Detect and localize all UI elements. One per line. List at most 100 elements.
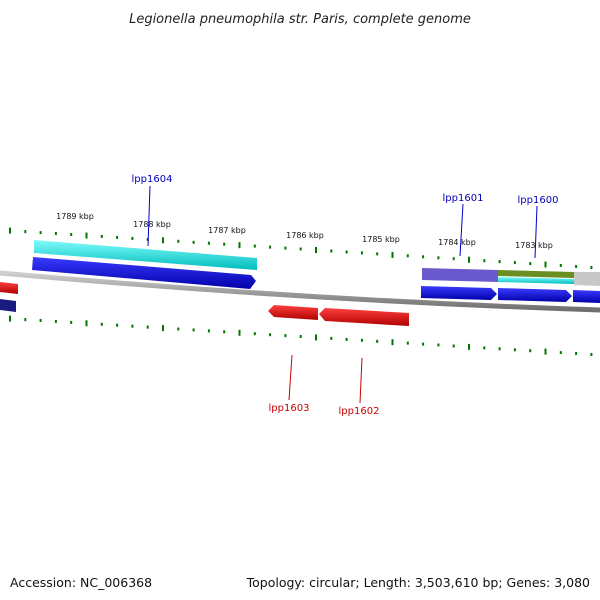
lower-tick: [575, 352, 578, 355]
upper-tick: [146, 237, 149, 241]
upper-tick: [253, 244, 256, 248]
gene-lpp1603[interactable]: [268, 305, 318, 320]
upper-tick: [437, 256, 440, 260]
upper-tick: [468, 256, 470, 263]
topology-text: Topology: circular; Length: 3,503,610 bp…: [246, 575, 590, 590]
gene-lpp1604[interactable]: [32, 257, 256, 289]
lower-tick: [544, 348, 547, 355]
lower-tick: [360, 338, 363, 342]
lower-tick: [162, 325, 164, 332]
upper-tick: [345, 250, 348, 254]
lower-tick-row: [9, 315, 593, 356]
lower-tick: [207, 329, 210, 333]
upper-tick: [406, 254, 409, 258]
lower-tick: [391, 339, 394, 346]
lower-tick: [299, 335, 302, 338]
lower-tick: [177, 327, 180, 331]
upper-tick: [9, 227, 11, 234]
lower-tick: [559, 351, 562, 355]
lower-tick: [85, 320, 88, 327]
lower-tick: [9, 315, 11, 322]
gene-lpp1602[interactable]: [319, 308, 409, 326]
upper-tick: [299, 247, 302, 251]
lower-tick: [376, 339, 379, 343]
gene-lpp1600[interactable]: [498, 288, 572, 302]
upper-tick: [223, 242, 226, 246]
label-lpp1601[interactable]: lpp1601: [443, 193, 484, 204]
upper-tick: [452, 257, 455, 261]
lower-tick: [345, 337, 348, 341]
label-lpp1600[interactable]: lpp1600: [518, 195, 559, 206]
upper-tick: [100, 234, 103, 238]
kbp-label-1784: 1784 kbp: [438, 238, 476, 247]
upper-tick: [238, 242, 241, 249]
lower-tick: [39, 319, 42, 322]
accession-text: Accession: NC_006368: [10, 575, 153, 590]
lower-tick: [100, 322, 103, 326]
map-title: Legionella pneumophila str. Paris, compl…: [129, 12, 471, 27]
navy-gene-left-edge[interactable]: [0, 299, 16, 312]
purple-feature-right[interactable]: [422, 268, 498, 282]
leader-lpp1601: [459, 203, 464, 257]
upper-tick: [498, 260, 501, 264]
genome-backbone: [0, 270, 600, 313]
upper-tick: [559, 264, 562, 267]
upper-tick: [162, 237, 164, 244]
upper-tick: [513, 261, 516, 265]
kbp-label-1787: 1787 kbp: [208, 226, 246, 235]
lower-tick: [192, 328, 195, 332]
lower-tick: [422, 342, 425, 346]
upper-tick: [39, 231, 42, 235]
kbp-label-1786: 1786 kbp: [286, 231, 324, 240]
kbp-label-1788: 1788 kbp: [133, 220, 171, 229]
leader-lpp1600: [534, 205, 538, 259]
label-lpp1603[interactable]: lpp1603: [269, 403, 310, 414]
kbp-label-1785: 1785 kbp: [362, 235, 400, 244]
upper-tick: [422, 255, 425, 259]
upper-tick: [315, 247, 317, 253]
lower-tick: [131, 324, 134, 328]
blue-gene-right-edge[interactable]: [573, 290, 600, 303]
kbp-labels: 1789 kbp 1788 kbp 1787 kbp 1786 kbp 1785…: [56, 212, 553, 250]
lower-tick: [146, 325, 149, 329]
kbp-label-1789: 1789 kbp: [56, 212, 94, 221]
lower-tick: [330, 336, 333, 340]
upper-tick: [177, 239, 180, 243]
kbp-label-1783: 1783 kbp: [515, 241, 553, 250]
lower-tick: [24, 318, 27, 322]
lower-tick: [70, 320, 73, 324]
upper-tick: [116, 235, 119, 239]
upper-tick: [284, 246, 287, 250]
lower-tick: [483, 346, 486, 350]
gray-feature-right[interactable]: [574, 272, 600, 286]
red-gene-left-edge[interactable]: [0, 282, 18, 294]
lower-tick: [315, 334, 317, 341]
upper-tick: [360, 251, 363, 255]
lower-tick: [406, 341, 409, 345]
lower-tick: [223, 330, 226, 334]
lower-tick: [269, 333, 272, 337]
upper-tick: [54, 232, 57, 235]
lower-tick: [253, 332, 256, 336]
leader-lpp1602: [359, 357, 363, 404]
lower-tick: [529, 349, 532, 353]
upper-tick: [483, 259, 486, 263]
lower-tick: [513, 348, 516, 352]
upper-tick: [269, 245, 272, 249]
lower-tick: [452, 344, 455, 348]
lower-tick: [590, 353, 593, 356]
lower-tick: [284, 334, 287, 338]
cyan-feature-left[interactable]: [34, 240, 257, 270]
upper-tick: [590, 266, 593, 269]
gene-lpp1601[interactable]: [421, 286, 497, 300]
cyan-feature-right[interactable]: [498, 277, 574, 284]
lower-tick: [468, 343, 470, 350]
olive-feature-right[interactable]: [498, 270, 574, 278]
upper-tick: [207, 241, 210, 245]
upper-tick: [192, 240, 195, 244]
upper-tick: [544, 261, 547, 268]
label-lpp1604[interactable]: lpp1604: [132, 174, 173, 185]
lower-tick: [498, 347, 501, 351]
label-lpp1602[interactable]: lpp1602: [339, 406, 380, 417]
